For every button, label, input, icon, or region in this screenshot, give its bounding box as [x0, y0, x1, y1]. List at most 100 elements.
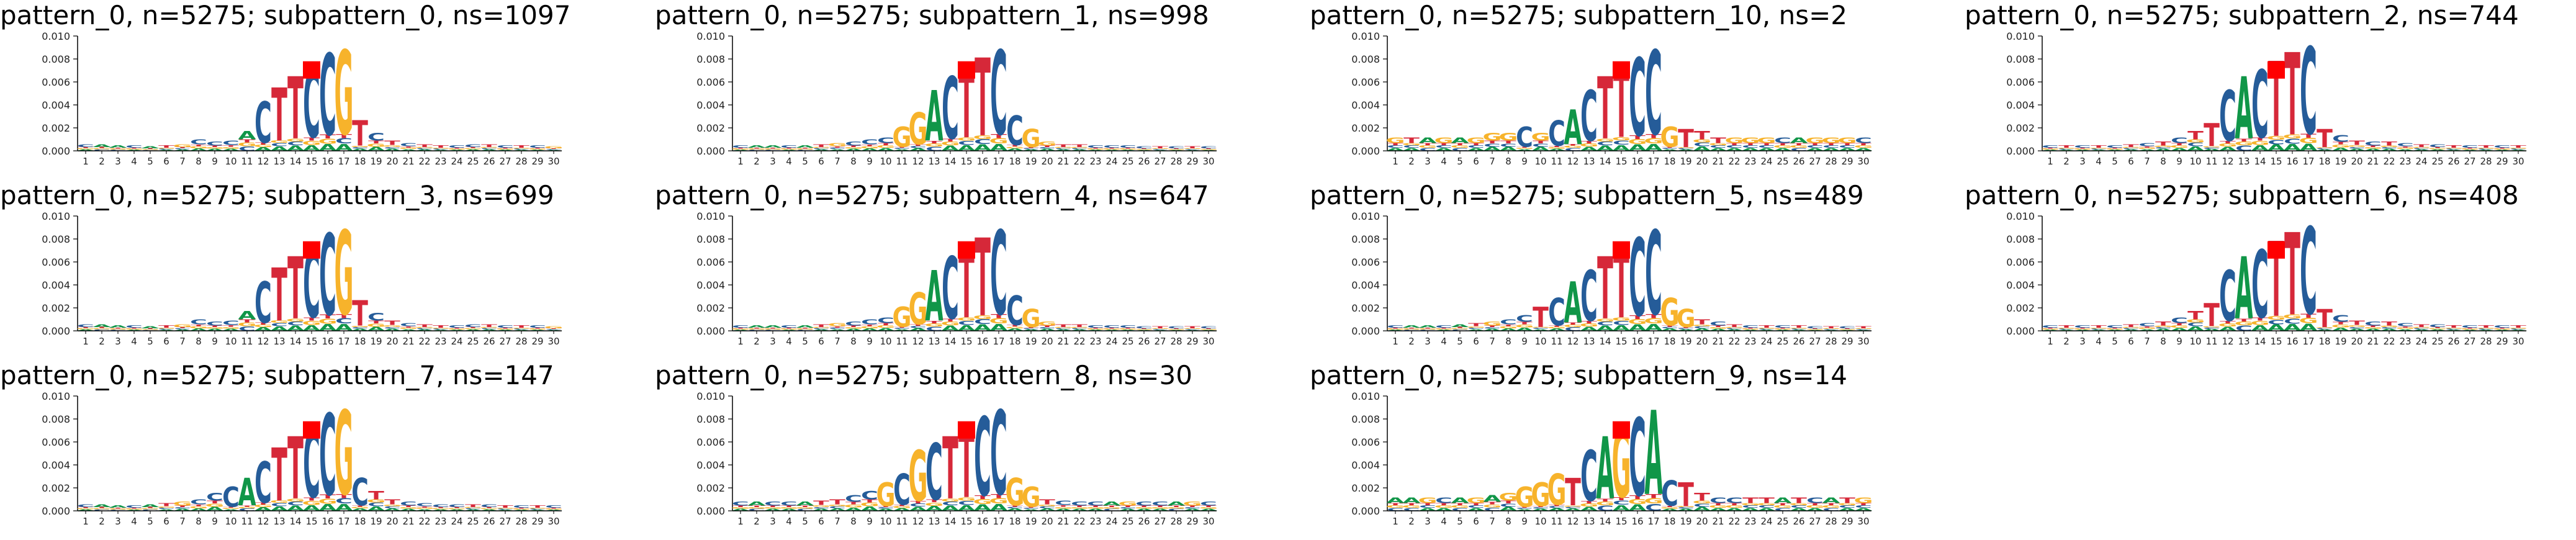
svg-text:T: T	[352, 114, 368, 155]
x-tick-label: 15	[305, 336, 317, 347]
logo-letter-A: A	[860, 505, 879, 512]
svg-text:G: G	[1086, 507, 1105, 510]
svg-text:C: C	[529, 508, 546, 510]
logo-letter-T: T	[191, 504, 207, 506]
svg-text:G: G	[924, 143, 943, 148]
y-tick-label: 0.010	[42, 390, 70, 402]
svg-text:C: C	[2268, 318, 2285, 326]
logo-letter-T: T	[862, 324, 878, 326]
svg-text:A: A	[2041, 330, 2060, 331]
panel-title: pattern_0, n=5275; subpattern_4, ns=647	[655, 180, 1209, 210]
logo-letter-T: T	[1152, 326, 1169, 329]
logo-letter-A: A	[2283, 142, 2302, 153]
logo-letter-G: G	[1676, 147, 1695, 148]
logo-letter-G: G	[269, 140, 289, 143]
x-tick-label: 28	[1170, 516, 1182, 527]
logo-letter-T: T	[336, 313, 352, 320]
logo-letter-G: G	[1134, 149, 1153, 150]
svg-text:C: C	[1580, 437, 1598, 518]
logo-letter-A: A	[528, 330, 547, 331]
svg-text:C: C	[513, 148, 530, 150]
logo-letter-A: A	[205, 148, 224, 151]
svg-text:G: G	[1644, 497, 1663, 505]
x-tick-label: 26	[2448, 156, 2459, 167]
logo-letter-C: C	[2445, 328, 2462, 330]
logo-letter-C: C	[2380, 327, 2398, 330]
svg-text:T: T	[1039, 325, 1056, 328]
svg-text:C: C	[1484, 506, 1501, 511]
svg-text:T: T	[2220, 320, 2236, 324]
logo-letter-A: A	[1725, 507, 1743, 511]
logo-letter-G: G	[1854, 496, 1873, 505]
svg-text:C: C	[1806, 145, 1824, 148]
x-tick-label: 20	[2351, 336, 2362, 347]
svg-text:T: T	[1403, 503, 1420, 506]
x-tick-label: 30	[1202, 516, 1214, 527]
svg-text:G: G	[989, 137, 1008, 145]
svg-text:G: G	[1660, 290, 1679, 335]
x-tick-label: 11	[241, 516, 253, 527]
svg-text:G: G	[1660, 506, 1680, 509]
logo-letter-C: C	[1103, 145, 1120, 148]
logo-letter-G: G	[108, 508, 127, 510]
x-tick-label: 1	[83, 336, 89, 347]
x-tick-label: 11	[241, 336, 253, 347]
logo-letter-A: A	[1677, 508, 1695, 511]
svg-text:G: G	[892, 302, 911, 334]
logo-letter-T: T	[749, 148, 765, 149]
logo-plot: 0.0000.0020.0040.0060.0080.010AGTCCGTACG…	[1351, 207, 1873, 347]
logo-letter-C: C	[1516, 313, 1533, 325]
logo-letter-G: G	[237, 506, 256, 509]
svg-text:G: G	[876, 145, 896, 148]
logo-letter-T: T	[78, 506, 94, 508]
svg-text:C: C	[780, 325, 798, 328]
logo-letter-C: C	[1419, 147, 1436, 151]
logo-letter-T: T	[942, 419, 958, 519]
x-tick-label: 2	[1408, 156, 1415, 167]
logo-letter-C: C	[287, 321, 304, 326]
x-tick-label: 4	[131, 336, 137, 347]
logo-letter-A: A	[1199, 508, 1218, 511]
svg-text:G: G	[286, 318, 305, 322]
logo-letter-G: G	[415, 146, 434, 148]
svg-text:C: C	[2155, 147, 2172, 150]
logo-letter-A: A	[1119, 150, 1137, 151]
logo-letter-T: T	[2510, 325, 2527, 328]
logo-letter-A: A	[496, 150, 515, 151]
logo-letter-C: C	[2219, 77, 2236, 158]
logo-letter-A: A	[431, 150, 450, 151]
logo-letter-C: C	[2348, 326, 2366, 329]
svg-text:G: G	[973, 135, 992, 140]
x-tick-label: 26	[483, 516, 495, 527]
svg-text:C: C	[732, 145, 749, 148]
svg-text:A: A	[1434, 507, 1452, 511]
logo-letter-C: C	[222, 482, 240, 514]
svg-text:C: C	[2316, 148, 2333, 150]
svg-text:T: T	[2058, 145, 2075, 148]
logo-letter-T: T	[1403, 328, 1420, 329]
logo-letter-G: G	[156, 148, 176, 149]
svg-text:A: A	[2509, 330, 2528, 331]
svg-text:C: C	[845, 141, 862, 147]
logo-letter-C: C	[796, 150, 814, 151]
logo-letter-G: G	[1482, 321, 1502, 327]
logo-letter-C: C	[174, 507, 191, 510]
logo-letter-G: G	[1070, 507, 1089, 510]
svg-text:T: T	[1200, 505, 1217, 508]
logo-letter-A: A	[1038, 328, 1056, 331]
svg-text:T: T	[207, 145, 223, 148]
logo-letter-A: A	[1086, 508, 1105, 511]
svg-text:C: C	[1200, 146, 1217, 149]
x-tick-label: 5	[147, 156, 153, 167]
svg-text:A: A	[496, 330, 515, 331]
logo-letter-A: A	[1022, 149, 1040, 151]
logo-letter-T: T	[1533, 302, 1549, 334]
logo-letter-G: G	[1579, 323, 1598, 328]
logo-letter-G: G	[124, 508, 143, 510]
svg-text:G: G	[92, 328, 111, 330]
svg-text:G: G	[254, 504, 273, 508]
svg-text:A: A	[1199, 508, 1218, 511]
svg-text:A: A	[893, 508, 911, 512]
svg-text:C: C	[432, 328, 449, 330]
svg-text:C: C	[448, 325, 466, 328]
